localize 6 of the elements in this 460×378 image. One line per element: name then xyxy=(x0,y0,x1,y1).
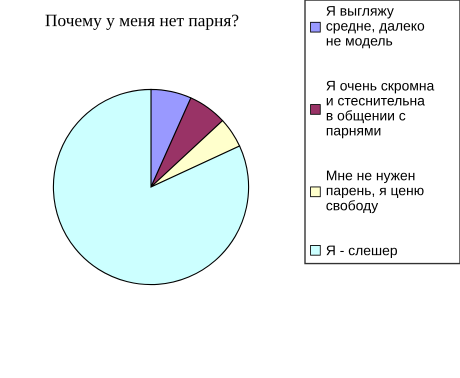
text: Почему у меня нет парня? xyxy=(45,14,238,30)
pie-slice xyxy=(52,88,250,286)
legend-label: Я выгляжу средне, далеко не модель xyxy=(326,6,424,48)
legend-label: Мне не нужен парень, я ценю свободу xyxy=(326,170,424,214)
legend-label: Я - слешер xyxy=(326,246,397,258)
legend-label: Я очень скромна и стеснительна в общении с парнями xyxy=(326,80,434,138)
